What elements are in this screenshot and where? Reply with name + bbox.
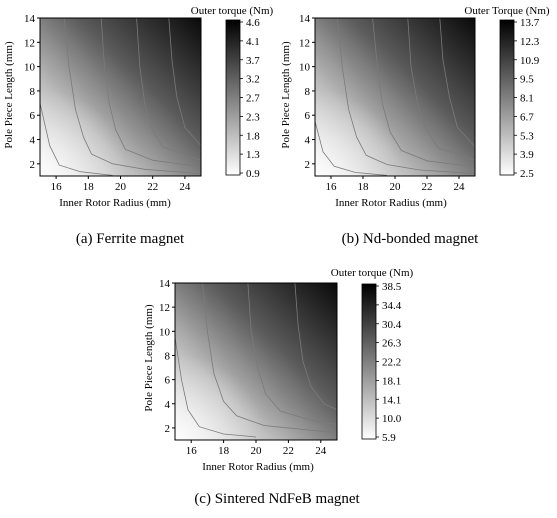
colorbar-tick-label: 10.0 xyxy=(382,413,402,425)
colorbar xyxy=(499,19,515,176)
colorbar-tick-label: 8.1 xyxy=(520,93,534,105)
y-tick-label: 4 xyxy=(305,135,311,147)
colorbar xyxy=(225,19,241,176)
y-tick-label: 12 xyxy=(299,37,310,49)
x-tick-label: 22 xyxy=(422,181,433,193)
x-tick-label: 24 xyxy=(179,181,191,193)
y-tick-label: 6 xyxy=(305,110,311,122)
contour-line-3 xyxy=(372,17,476,168)
colorbar-tick-label: 22.2 xyxy=(382,357,401,369)
colorbar-title: Outer Torque (Nm) xyxy=(464,5,550,17)
colorbar-tick-label: 38.5 xyxy=(382,281,402,293)
contour-line-2 xyxy=(63,17,202,174)
y-tick-label: 10 xyxy=(24,62,36,74)
y-axis-label: Pole Piece Length (mm) xyxy=(3,41,15,149)
colorbar-tick-label: 9.5 xyxy=(520,74,534,86)
colorbar-tick-label: 26.3 xyxy=(382,338,402,350)
x-tick-label: 20 xyxy=(390,181,402,193)
colorbar-tick-label: 2.7 xyxy=(246,93,260,105)
colorbar-title: Outer torque (Nm) xyxy=(331,267,414,279)
panel-b: Outer Torque (Nm) Inner Rotor Radius (mm… xyxy=(280,5,550,247)
colorbar-tick-label: 12.3 xyxy=(520,36,540,48)
colorbar-tick-label: 34.4 xyxy=(382,300,402,312)
y-tick-label: 10 xyxy=(159,326,171,338)
colorbar-tick-label: 6.7 xyxy=(520,111,534,123)
x-tick-label: 24 xyxy=(315,445,327,457)
x-tick-label: 20 xyxy=(115,181,127,193)
colorbar-tick-label: 3.7 xyxy=(246,55,260,67)
colorbar-tick-label: 4.6 xyxy=(246,17,260,29)
colorbar-tick-label: 14.1 xyxy=(382,394,401,406)
x-tick-label: 18 xyxy=(83,181,95,193)
panel-caption: (b) Nd-bonded magnet xyxy=(342,231,479,247)
y-tick-label: 4 xyxy=(30,135,36,147)
colorbar-tick-label: 10.9 xyxy=(520,55,540,67)
y-tick-label: 12 xyxy=(24,37,35,49)
colorbar-tick-label: 13.7 xyxy=(520,17,540,29)
x-tick-label: 22 xyxy=(147,181,158,193)
heatmap-highlight xyxy=(315,18,475,176)
x-axis-label: Inner Rotor Radius (mm) xyxy=(202,461,314,473)
colorbar-tick-label: 2.3 xyxy=(246,111,260,123)
y-tick-label: 14 xyxy=(159,278,171,290)
x-axis-label: Inner Rotor Radius (mm) xyxy=(59,197,171,209)
y-axis-label: Pole Piece Length (mm) xyxy=(280,41,292,149)
y-tick-label: 12 xyxy=(159,302,170,314)
colorbar-tick-label: 30.4 xyxy=(382,319,402,331)
y-tick-label: 4 xyxy=(165,399,171,411)
colorbar-tick-label: 5.9 xyxy=(382,432,396,444)
panel-caption: (c) Sintered NdFeB magnet xyxy=(194,491,360,507)
x-tick-label: 16 xyxy=(326,181,338,193)
x-tick-label: 24 xyxy=(454,181,466,193)
x-tick-label: 22 xyxy=(283,445,294,457)
y-tick-label: 2 xyxy=(30,159,36,171)
colorbar-tick-label: 5.3 xyxy=(520,130,534,142)
y-tick-label: 2 xyxy=(165,423,171,435)
contour-line-4 xyxy=(407,17,476,161)
colorbar-tick-label: 1.8 xyxy=(246,130,260,142)
contour-line-4 xyxy=(294,282,338,411)
panel-a: Outer torque (Nm) Inner Rotor Radius (mm… xyxy=(3,5,274,247)
contour-line-1 xyxy=(174,337,257,438)
x-tick-label: 18 xyxy=(358,181,370,193)
contour-line-2 xyxy=(202,282,338,434)
contour-line-1 xyxy=(39,103,113,176)
x-tick-label: 20 xyxy=(251,445,263,457)
y-tick-label: 2 xyxy=(305,159,311,171)
y-axis-label: Pole Piece Length (mm) xyxy=(143,304,155,412)
heatmap-highlight xyxy=(175,283,337,440)
colorbar-tick-label: 0.9 xyxy=(246,168,260,180)
colorbar-tick-label: 3.2 xyxy=(246,74,260,86)
colorbar-tick-label: 3.9 xyxy=(520,149,534,161)
panel-c: Outer torque (Nm) Inner Rotor Radius (mm… xyxy=(143,267,414,507)
x-tick-label: 18 xyxy=(218,445,230,457)
colorbar-tick-label: 4.1 xyxy=(246,36,260,48)
x-tick-label: 16 xyxy=(51,181,63,193)
contour-line-5 xyxy=(168,17,202,146)
colorbar-tick-label: 2.5 xyxy=(520,168,534,180)
colorbar xyxy=(361,283,377,440)
contour-line-2 xyxy=(337,17,476,174)
colorbar-tick-label: 1.3 xyxy=(246,149,260,161)
contour-line-1 xyxy=(314,121,388,176)
y-tick-label: 8 xyxy=(165,350,171,362)
y-tick-label: 10 xyxy=(299,62,311,74)
y-tick-label: 6 xyxy=(165,375,171,387)
y-tick-label: 8 xyxy=(30,86,36,98)
y-tick-label: 6 xyxy=(30,110,36,122)
y-tick-label: 14 xyxy=(299,13,311,25)
x-tick-label: 16 xyxy=(186,445,198,457)
panel-caption: (a) Ferrite magnet xyxy=(76,231,185,247)
contour-line-4 xyxy=(136,17,202,161)
y-tick-label: 14 xyxy=(24,13,36,25)
x-axis-label: Inner Rotor Radius (mm) xyxy=(335,197,447,209)
contour-line-3 xyxy=(247,282,338,425)
contour-line-3 xyxy=(100,17,202,168)
y-tick-label: 8 xyxy=(305,86,311,98)
contour-line-5 xyxy=(439,17,476,148)
colorbar-tick-label: 18.1 xyxy=(382,375,401,387)
colorbar-title: Outer torque (Nm) xyxy=(191,5,274,17)
